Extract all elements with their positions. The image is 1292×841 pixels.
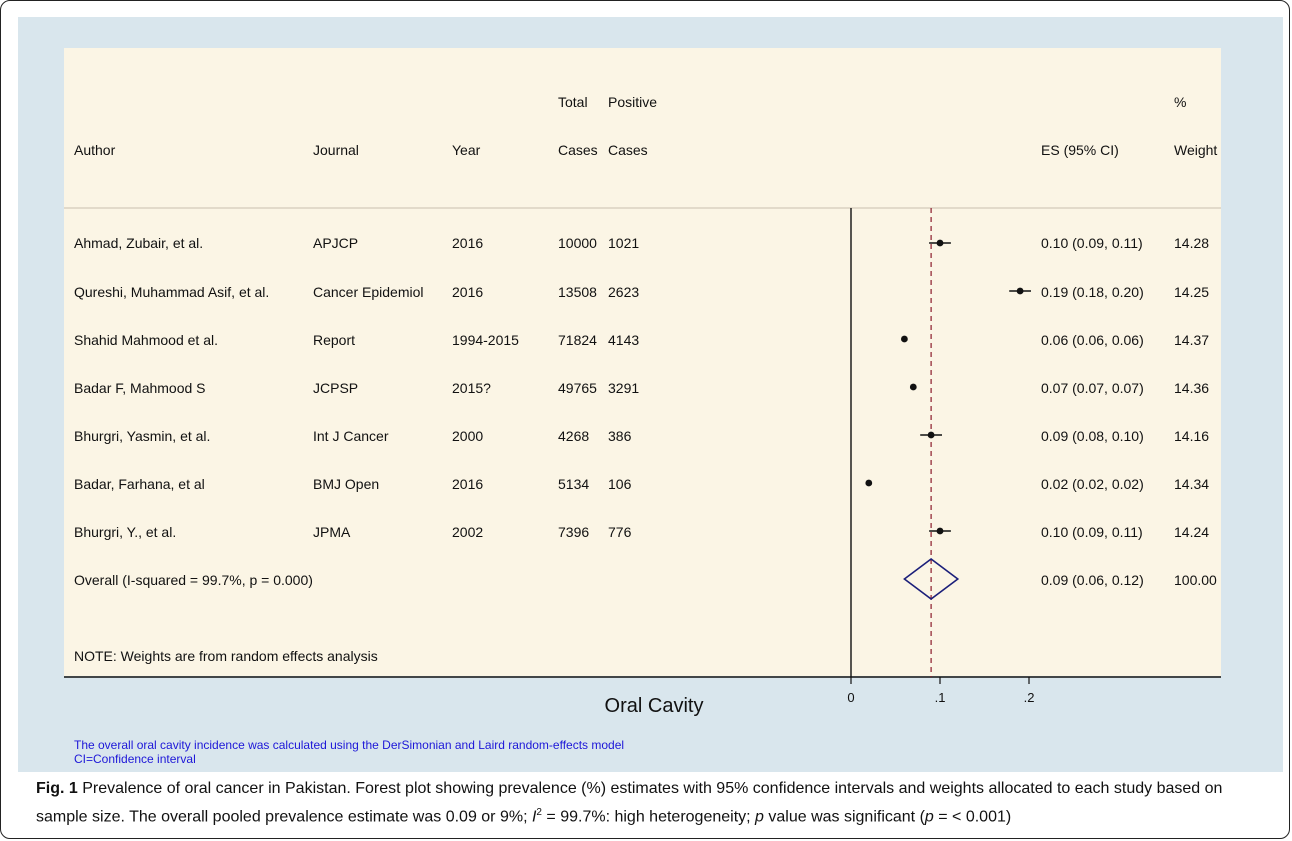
study-journal: Cancer Epidemiol — [313, 284, 424, 300]
study-total: 49765 — [558, 380, 597, 396]
header-author: Author — [74, 142, 116, 158]
study-positive: 386 — [608, 428, 632, 444]
study-weight: 14.37 — [1174, 332, 1210, 348]
study-weight: 14.34 — [1174, 476, 1210, 492]
study-journal: JPMA — [313, 524, 351, 540]
footnote-model: The overall oral cavity incidence was ca… — [74, 738, 625, 752]
study-positive: 3291 — [608, 380, 640, 396]
study-year: 2016 — [452, 284, 484, 300]
header-weight-top: % — [1174, 94, 1187, 110]
study-es: 0.09 (0.08, 0.10) — [1041, 428, 1144, 444]
study-weight: 14.36 — [1174, 380, 1210, 396]
study-author: Bhurgri, Y., et al. — [74, 524, 177, 540]
study-positive: 1021 — [608, 235, 640, 251]
study-author: Ahmad, Zubair, et al. — [74, 235, 204, 251]
study-total: 7396 — [558, 524, 590, 540]
study-es: 0.07 (0.07, 0.07) — [1041, 380, 1144, 396]
study-year: 2015? — [452, 380, 491, 396]
study-year: 2016 — [452, 235, 484, 251]
study-year: 2016 — [452, 476, 484, 492]
study-es: 0.02 (0.02, 0.02) — [1041, 476, 1144, 492]
study-weight: 14.16 — [1174, 428, 1210, 444]
study-total: 5134 — [558, 476, 590, 492]
study-year: 1994-2015 — [452, 332, 519, 348]
study-author: Qureshi, Muhammad Asif, et al. — [74, 284, 270, 300]
study-positive: 106 — [608, 476, 632, 492]
caption-text-d: = < 0.001) — [933, 808, 1012, 826]
study-journal: APJCP — [313, 235, 359, 251]
study-year: 2000 — [452, 428, 484, 444]
header-total-top: Total — [558, 94, 588, 110]
header-total-bottom: Cases — [558, 142, 598, 158]
study-total: 4268 — [558, 428, 590, 444]
study-total: 71824 — [558, 332, 597, 348]
study-positive: 4143 — [608, 332, 640, 348]
caption-label: Fig. 1 — [36, 780, 78, 797]
study-journal: BMJ Open — [313, 476, 380, 492]
study-total: 10000 — [558, 235, 597, 251]
study-journal: Int J Cancer — [313, 428, 389, 444]
header-journal: Journal — [313, 142, 359, 158]
study-es: 0.10 (0.09, 0.11) — [1041, 524, 1143, 540]
caption-p-symbol-2: p — [924, 808, 934, 826]
overall-es: 0.09 (0.06, 0.12) — [1041, 572, 1144, 588]
figure-caption: Fig. 1 Prevalence of oral cancer in Paki… — [36, 777, 1276, 829]
study-journal: Report — [313, 332, 356, 348]
study-weight: 14.28 — [1174, 235, 1210, 251]
caption-text-c: value was significant ( — [763, 808, 925, 826]
footnote-ci: CI=Confidence interval — [74, 752, 196, 766]
plot-panel — [64, 48, 1221, 676]
study-author: Bhurgri, Yasmin, et al. — [74, 428, 211, 444]
study-positive: 2623 — [608, 284, 640, 300]
overall-label: Overall (I-squared = 99.7%, p = 0.000) — [74, 572, 313, 588]
study-author: Badar F, Mahmood S — [74, 380, 206, 396]
study-journal: JCPSP — [313, 380, 359, 396]
study-author: Badar, Farhana, et al — [74, 476, 205, 492]
study-year: 2002 — [452, 524, 484, 540]
overall-weight: 100.00 — [1174, 572, 1217, 588]
header-year: Year — [452, 142, 481, 158]
study-positive: 776 — [608, 524, 632, 540]
caption-i2-exp: 2 — [536, 807, 542, 818]
study-es: 0.06 (0.06, 0.06) — [1041, 332, 1144, 348]
study-es: 0.19 (0.18, 0.20) — [1041, 284, 1144, 300]
caption-i2-symbol: I — [531, 808, 537, 826]
study-author: Shahid Mahmood et al. — [74, 332, 218, 348]
caption-text-a: Prevalence of oral cancer in Pakistan. F… — [36, 780, 1223, 826]
study-es: 0.10 (0.09, 0.11) — [1041, 235, 1143, 251]
study-weight: 14.24 — [1174, 524, 1210, 540]
header-positive-bottom: Cases — [608, 142, 648, 158]
header-weight-bottom: Weight — [1174, 142, 1218, 158]
caption-p-symbol: p — [755, 808, 764, 826]
study-weight: 14.25 — [1174, 284, 1210, 300]
study-total: 13508 — [558, 284, 597, 300]
header-positive-top: Positive — [608, 94, 658, 110]
footnotes: The overall oral cavity incidence was ca… — [74, 738, 624, 766]
header-es: ES (95% CI) — [1041, 142, 1119, 158]
caption-text-b: = 99.7%: high heterogeneity; — [541, 808, 756, 826]
weights-note: NOTE: Weights are from random effects an… — [74, 648, 378, 664]
